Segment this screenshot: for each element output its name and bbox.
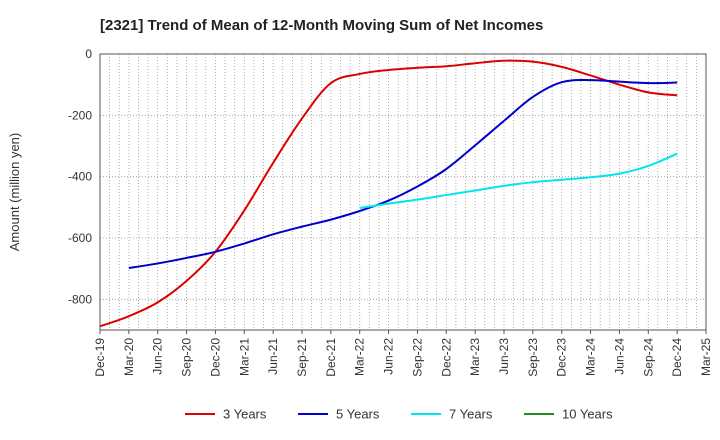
legend-label: 10 Years — [562, 407, 613, 422]
x-tick-label: Dec-22 — [439, 338, 453, 377]
x-tick-label: Sep-21 — [295, 338, 309, 377]
x-tick-label: Dec-20 — [208, 338, 222, 377]
x-tick-label: Mar-20 — [122, 338, 136, 376]
x-tick-label: Sep-22 — [410, 338, 424, 377]
x-axis-ticks: Dec-19 Mar-20 Jun-20 Sep-20 Dec-20 Mar-21 Jun-… — [93, 330, 713, 377]
y-tick-label: 0 — [85, 47, 92, 61]
plot-border — [99, 53, 707, 331]
legend-label: 3 Years — [223, 407, 267, 422]
x-tick-label: Mar-25 — [699, 338, 713, 376]
x-tick-label: Jun-20 — [151, 338, 165, 375]
series-lines — [99, 59, 678, 328]
y-tick-label: -600 — [68, 231, 92, 245]
series-line-7-years — [359, 152, 678, 209]
x-tick-label: Jun-24 — [612, 338, 626, 375]
x-tick-label: Dec-21 — [324, 338, 338, 377]
x-tick-label: Sep-24 — [641, 338, 655, 377]
y-tick-label: -400 — [68, 170, 92, 184]
y-axis-title: Amount (million yen) — [7, 133, 22, 252]
x-tick-label: Dec-23 — [555, 338, 569, 377]
legend-label: 5 Years — [336, 407, 380, 422]
legend-label: 7 Years — [449, 407, 493, 422]
x-tick-label: Mar-22 — [353, 338, 367, 376]
x-tick-label: Sep-23 — [526, 338, 540, 377]
y-tick-label: -200 — [68, 108, 92, 122]
series-line-5-years — [128, 79, 678, 270]
x-tick-label: Jun-23 — [497, 338, 511, 375]
x-tick-label: Mar-24 — [584, 338, 598, 376]
grid — [100, 53, 706, 330]
y-tick-label: -800 — [68, 292, 92, 306]
x-tick-label: Jun-22 — [382, 338, 396, 375]
x-tick-label: Sep-20 — [180, 338, 194, 377]
legend: 3 Years 5 Years 7 Years 10 Years — [185, 407, 613, 422]
series-line-3-years — [99, 59, 678, 328]
plot-area — [100, 54, 706, 330]
x-tick-label: Dec-24 — [670, 338, 684, 377]
y-axis-ticks: 0 -200 -400 -600 -800 — [68, 47, 92, 306]
x-tick-label: Mar-23 — [468, 338, 482, 376]
x-tick-label: Dec-19 — [93, 338, 107, 377]
chart-title: [2321] Trend of Mean of 12-Month Moving … — [100, 17, 543, 34]
x-tick-label: Jun-21 — [266, 338, 280, 375]
x-tick-label: Mar-21 — [237, 338, 251, 376]
